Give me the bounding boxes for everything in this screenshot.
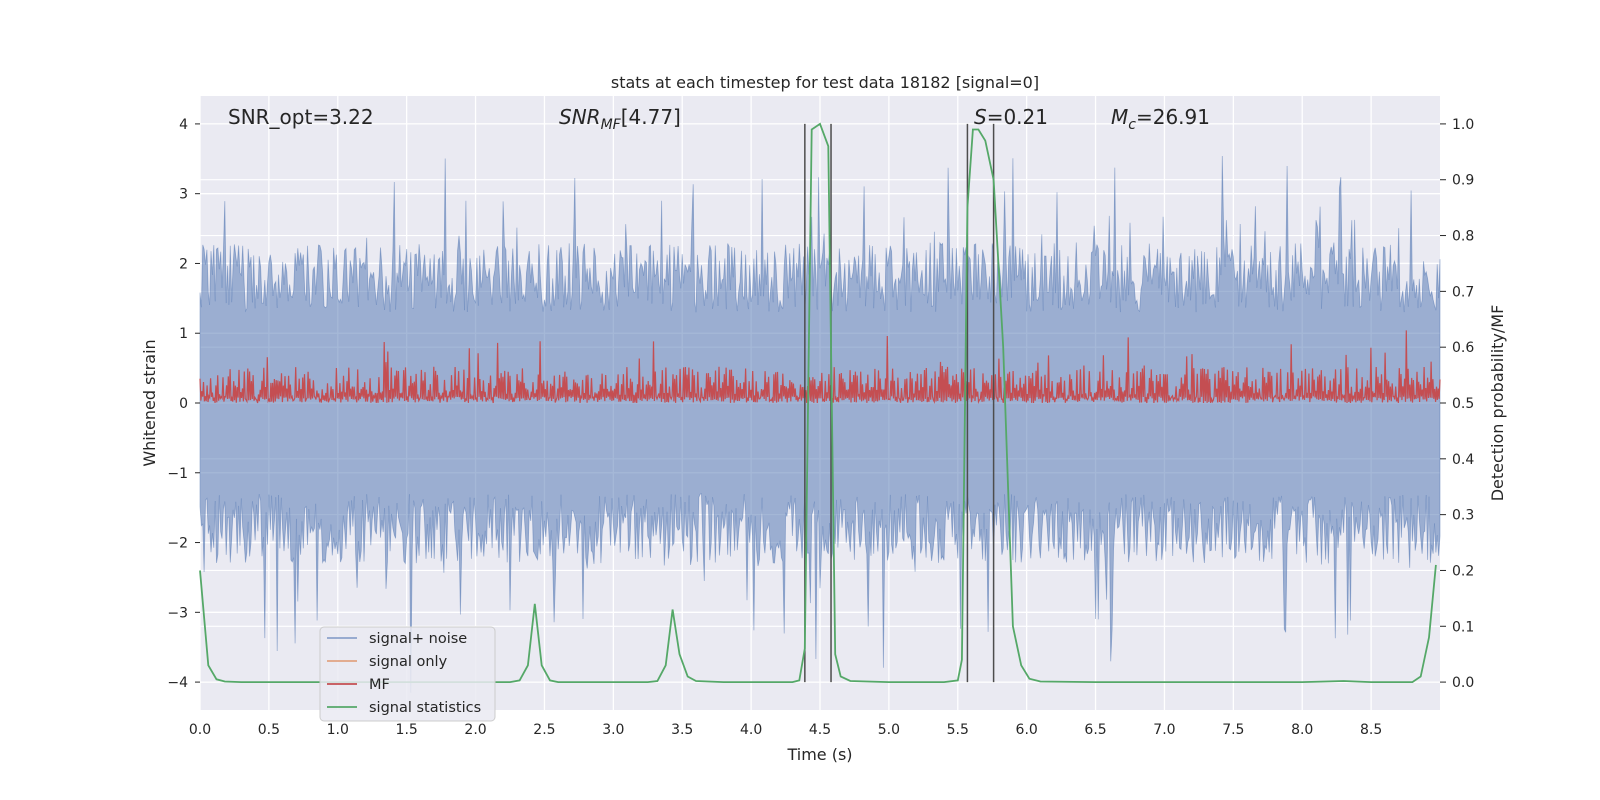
legend-label-mf: MF	[369, 677, 390, 693]
x-tick-label: 3.5	[671, 722, 693, 738]
signal-statistics-series	[199, 122, 1437, 683]
x-tick-label: 7.5	[1222, 722, 1244, 738]
right-y-tick-label: 1.0	[1452, 117, 1474, 133]
s-value: =0.21	[987, 105, 1048, 129]
x-tick-label: 8.5	[1360, 722, 1382, 738]
right-y-tick-label: 0.1	[1452, 619, 1474, 635]
left-y-tick-label: 2	[179, 256, 188, 272]
right-y-tick-label: 0.9	[1452, 173, 1474, 189]
snr-opt-annotation: SNR_opt=3.22	[228, 105, 374, 129]
signal-noise-line	[199, 155, 1441, 693]
x-tick-label: 2.5	[533, 722, 555, 738]
left-y-tick-label: −3	[167, 605, 188, 621]
right-y-tick-label: 0.7	[1452, 284, 1474, 300]
x-tick-label: 5.0	[878, 722, 900, 738]
right-y-tick-label: 0.0	[1452, 675, 1474, 691]
legend-label-signal-only: signal only	[369, 654, 448, 670]
right-y-tick-label: 0.6	[1452, 340, 1474, 356]
legend-box	[319, 626, 496, 722]
right-y-tick-label: 0.8	[1452, 229, 1474, 245]
right-y-tick-label: 0.3	[1452, 508, 1474, 524]
x-tick-label: 3.0	[602, 722, 624, 738]
x-tick-label: 4.0	[740, 722, 762, 738]
right-y-axis-label: Detection probability/MF	[1488, 305, 1507, 502]
left-y-tick-label: −1	[167, 466, 188, 482]
right-y-tick-label: 0.4	[1452, 452, 1474, 468]
left-y-tick-label: 1	[179, 326, 188, 342]
left-y-tick-label: −4	[167, 675, 188, 691]
right-y-tick-label: 0.5	[1452, 396, 1474, 412]
x-tick-label: 1.5	[396, 722, 418, 738]
legend: signal+ noise signal only MF signal stat…	[319, 626, 496, 722]
mf-series	[199, 330, 1441, 405]
x-tick-label: 8.0	[1291, 722, 1313, 738]
x-tick-label: 6.5	[1084, 722, 1106, 738]
left-y-tick-label: 4	[179, 117, 188, 133]
snr-mf-value: [4.77]	[621, 105, 681, 129]
mc-value: =26.91	[1136, 105, 1210, 129]
x-tick-label: 7.0	[1153, 722, 1175, 738]
left-y-tick-label: 3	[179, 187, 188, 203]
right-y-axis-ticks: 0.0 0.1 0.2 0.3 0.4 0.5 0.6 0.7 0.8 0.9 1.0	[1440, 117, 1474, 691]
right-y-tick-label: 0.2	[1452, 563, 1474, 579]
left-y-tick-label: 0	[179, 396, 188, 412]
signal-noise-series	[199, 155, 1441, 693]
s-annotation: S=0.21	[974, 105, 1048, 129]
signal-statistics-line	[199, 122, 1437, 683]
x-tick-label: 2.0	[464, 722, 486, 738]
left-y-axis-label: Whitened strain	[140, 339, 159, 466]
x-axis-label: Time (s)	[786, 745, 852, 764]
x-tick-label: 0.5	[258, 722, 280, 738]
x-axis-ticks: 0.0 0.5 1.0 1.5 2.0 2.5 3.0 3.5 4.0 4.5 5.0 5.5 6.0 6…	[189, 722, 1382, 738]
x-tick-label: 6.0	[1016, 722, 1038, 738]
x-tick-label: 1.0	[327, 722, 349, 738]
left-y-axis-ticks: −4 −3 −2 −1 0 1 2 3 4	[167, 117, 200, 691]
chart-title: stats at each timestep for test data 181…	[611, 73, 1039, 92]
snr-mf-annotation: SNRMF[4.77]	[559, 105, 681, 133]
left-y-tick-label: −2	[167, 536, 188, 552]
mf-line	[199, 330, 1441, 405]
x-tick-label: 4.5	[809, 722, 831, 738]
mc-annotation: Mc=26.91	[1111, 105, 1210, 133]
legend-label-signal-noise: signal+ noise	[369, 631, 467, 647]
x-tick-label: 5.5	[947, 722, 969, 738]
legend-label-signal-statistics: signal statistics	[369, 700, 481, 716]
x-tick-label: 0.0	[189, 722, 211, 738]
